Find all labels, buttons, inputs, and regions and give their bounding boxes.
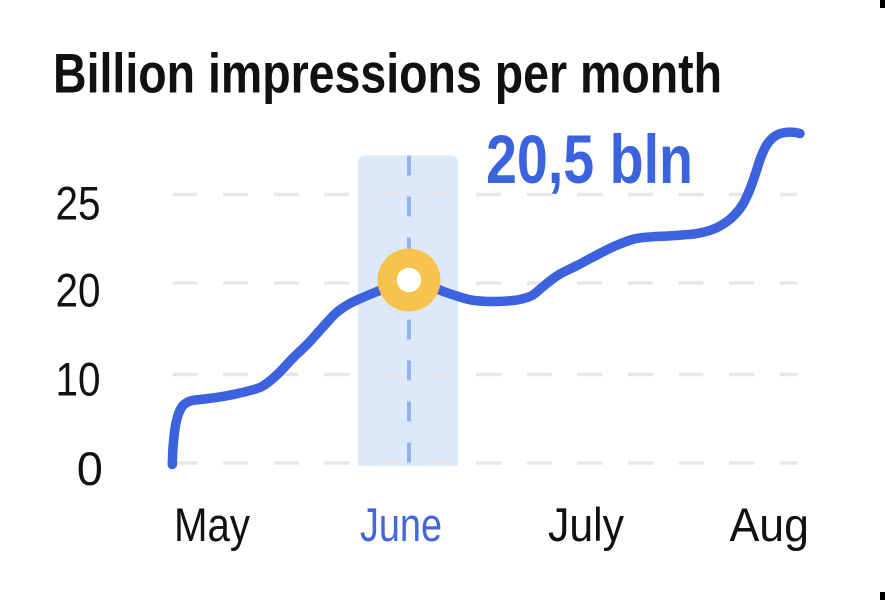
svg-text:0: 0 bbox=[77, 442, 103, 495]
svg-text:25: 25 bbox=[56, 177, 101, 230]
svg-text:Aug: Aug bbox=[730, 498, 810, 551]
svg-text:July: July bbox=[548, 498, 624, 551]
svg-text:20,5 bln: 20,5 bln bbox=[486, 122, 693, 198]
svg-text:June: June bbox=[360, 498, 442, 551]
svg-text:Billion impressions per month: Billion impressions per month bbox=[53, 43, 722, 105]
svg-text:20: 20 bbox=[56, 263, 101, 316]
svg-text:10: 10 bbox=[56, 352, 101, 405]
svg-text:May: May bbox=[174, 498, 250, 551]
